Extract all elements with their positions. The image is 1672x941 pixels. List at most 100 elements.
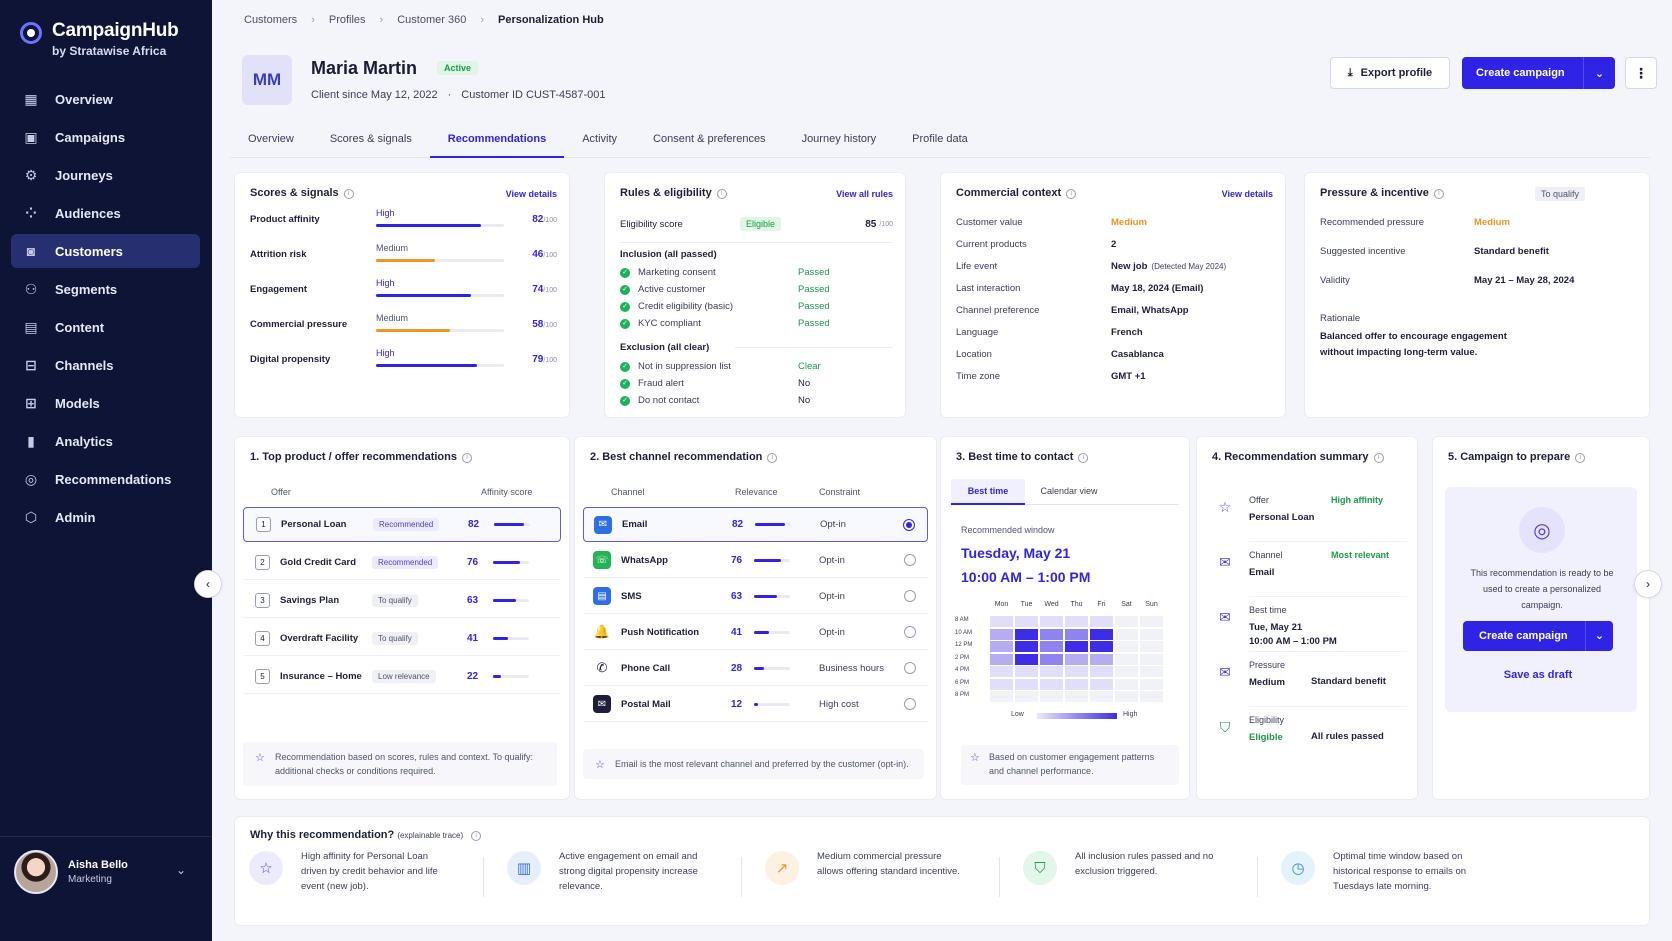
heatmap-time-label: 8 AM	[955, 617, 969, 623]
info-icon[interactable]: i	[461, 453, 472, 463]
sidebar-item-channels[interactable]: ⊟ Channels	[11, 348, 200, 382]
offer-row[interactable]: 5 Insurance – Home Low relevance 22	[243, 659, 561, 694]
sidebar-item-journeys[interactable]: ⚙ Journeys	[11, 158, 200, 192]
save-draft-button[interactable]: Save as draft	[1503, 669, 1573, 681]
sidebar-item-label: Analytics	[55, 433, 113, 449]
channel-row[interactable]: ☏ WhatsApp 76 Opt-in	[583, 543, 928, 578]
chevron-down-icon[interactable]: ⌄	[1585, 621, 1613, 651]
offer-row[interactable]: 2 Gold Credit Card Recommended 76	[243, 545, 561, 580]
sidebar-item-analytics[interactable]: ▮ Analytics	[11, 424, 200, 458]
sidebar-item-models[interactable]: ⊞ Models	[11, 386, 200, 420]
channel-row[interactable]: ✉ Postal Mail 12 High cost	[583, 687, 928, 722]
app-logo[interactable]: CampaignHub by Stratawise Africa	[20, 20, 179, 58]
tab-journey-history[interactable]: Journey history	[801, 133, 877, 145]
summary-item: ✉ Channel Email Most relevant	[1211, 550, 1407, 598]
prepare-create-campaign-button[interactable]: Create campaign ⌄	[1463, 621, 1613, 651]
more-options-icon[interactable]: ⋮	[1625, 57, 1657, 89]
info-icon[interactable]: i	[1373, 453, 1384, 463]
channel-radio[interactable]	[904, 698, 916, 710]
context-key: Current products	[956, 239, 1027, 250]
info-icon[interactable]: i	[1433, 189, 1444, 199]
prepare-text: This recommendation is ready to be used …	[1470, 568, 1614, 610]
create-campaign-button[interactable]: Create campaign ⌄	[1462, 57, 1615, 89]
info-icon[interactable]: i	[1066, 189, 1077, 199]
content-icon: ▤	[24, 318, 38, 335]
rules-title: Rules & eligibility	[620, 187, 712, 199]
chevron-down-icon[interactable]: ⌄	[1583, 57, 1615, 89]
export-profile-button[interactable]: ⤓ Export profile	[1330, 57, 1450, 89]
tab-calendar-view[interactable]: Calendar view	[1040, 486, 1098, 496]
offer-row[interactable]: 1 Personal Loan Recommended 82	[243, 507, 561, 542]
sidebar-item-admin[interactable]: ⬡ Admin	[11, 500, 200, 534]
affinity-column-header: Affinity score	[481, 487, 533, 497]
breadcrumb-item[interactable]: Customers	[244, 14, 298, 26]
info-icon[interactable]: i	[716, 189, 727, 199]
channels-note: ☆ Email is the most relevant channel and…	[583, 749, 924, 779]
channel-row[interactable]: ✉ Email 82 Opt-in	[583, 507, 928, 542]
channel-radio[interactable]	[904, 662, 916, 674]
context-value: New job	[1111, 261, 1148, 272]
info-icon[interactable]: i	[767, 453, 778, 463]
chevron-right-icon: ›	[480, 14, 484, 26]
score-row: Commercial pressure Medium 58/100	[250, 313, 557, 334]
score-row: Engagement High 74/100	[250, 278, 557, 299]
client-since: Client since May 12, 2022	[311, 89, 438, 101]
score-bar	[376, 294, 504, 297]
sidebar-item-label: Customers	[55, 243, 123, 259]
offer-score: 82	[468, 519, 480, 530]
channel-score-bar-fill	[754, 630, 769, 634]
tab-activity[interactable]: Activity	[582, 133, 618, 145]
channel-label: Push Notification	[621, 626, 700, 638]
sidebar-item-segments[interactable]: ⚇ Segments	[11, 272, 200, 306]
user-menu[interactable]: Aisha Bello Marketing ⌄	[0, 836, 212, 906]
star-icon: ☆	[970, 752, 980, 764]
info-icon[interactable]: i	[1078, 453, 1089, 463]
info-icon[interactable]: i	[471, 831, 482, 841]
info-icon[interactable]: i	[343, 189, 354, 199]
score-bar-fill	[376, 329, 451, 332]
chevron-right-icon[interactable]: ›	[1634, 570, 1662, 598]
channel-column-header: Channel	[611, 487, 645, 497]
sidebar-item-recommendations[interactable]: ◎ Recommendations	[11, 462, 200, 496]
breadcrumb-item[interactable]: Customer 360	[397, 14, 467, 26]
sidebar-item-customers[interactable]: ◙ Customers	[11, 234, 200, 268]
sidebar-item-audiences[interactable]: ⁘ Audiences	[11, 196, 200, 230]
tab-consent-preferences[interactable]: Consent & preferences	[653, 133, 766, 145]
context-value: 2	[1111, 239, 1117, 250]
tab-overview[interactable]: Overview	[248, 133, 294, 145]
check-icon: ✓	[620, 267, 630, 278]
eligibility-score-label: Eligibility score	[620, 218, 683, 230]
tab-scores-signals[interactable]: Scores & signals	[329, 133, 412, 145]
score-bar	[376, 329, 504, 332]
info-icon[interactable]: i	[1575, 453, 1586, 463]
offer-row[interactable]: 3 Savings Plan To qualify 63	[243, 583, 561, 618]
chevron-down-icon[interactable]: ⌄	[175, 863, 186, 877]
channel-row[interactable]: 🔔 Push Notification 41 Opt-in	[583, 615, 928, 650]
channel-row[interactable]: ✆ Phone Call 28 Business hours	[583, 651, 928, 686]
sidebar-item-campaigns[interactable]: ▣ Campaigns	[11, 120, 200, 154]
channel-radio[interactable]	[903, 518, 915, 531]
view-all-rules-link[interactable]: View all rules	[836, 189, 893, 199]
chevron-left-icon[interactable]: ‹	[194, 570, 222, 598]
sidebar-item-overview[interactable]: ▦ Overview	[11, 82, 200, 116]
sidebar-item-content[interactable]: ▤ Content	[11, 310, 200, 344]
commercial-view-details-link[interactable]: View details	[1221, 189, 1273, 199]
breadcrumb-item[interactable]: Profiles	[328, 14, 366, 26]
offer-row[interactable]: 4 Overdraft Facility To qualify 41	[243, 621, 561, 656]
channel-radio[interactable]	[904, 590, 916, 602]
channel-row[interactable]: ▤ SMS 63 Opt-in	[583, 579, 928, 614]
rationale-label: Rationale	[1320, 313, 1361, 324]
tab-recommendations[interactable]: Recommendations	[429, 118, 565, 158]
context-extra: (Detected May 2024)	[1151, 262, 1227, 271]
sidebar-item-label: Content	[55, 319, 105, 335]
context-row: Current products 2	[956, 239, 1273, 250]
heatmap-day-label: Thu	[1070, 601, 1083, 608]
channel-radio[interactable]	[904, 626, 916, 638]
logo-icon	[20, 22, 42, 44]
channel-radio[interactable]	[904, 554, 916, 566]
tab-profile-data[interactable]: Profile data	[912, 133, 968, 145]
tab-best-time[interactable]: Best time	[951, 479, 1025, 505]
status-badge: Active	[437, 61, 479, 75]
scores-view-details-link[interactable]: View details	[505, 189, 557, 199]
eligibility-score-unit: /100	[879, 220, 893, 228]
